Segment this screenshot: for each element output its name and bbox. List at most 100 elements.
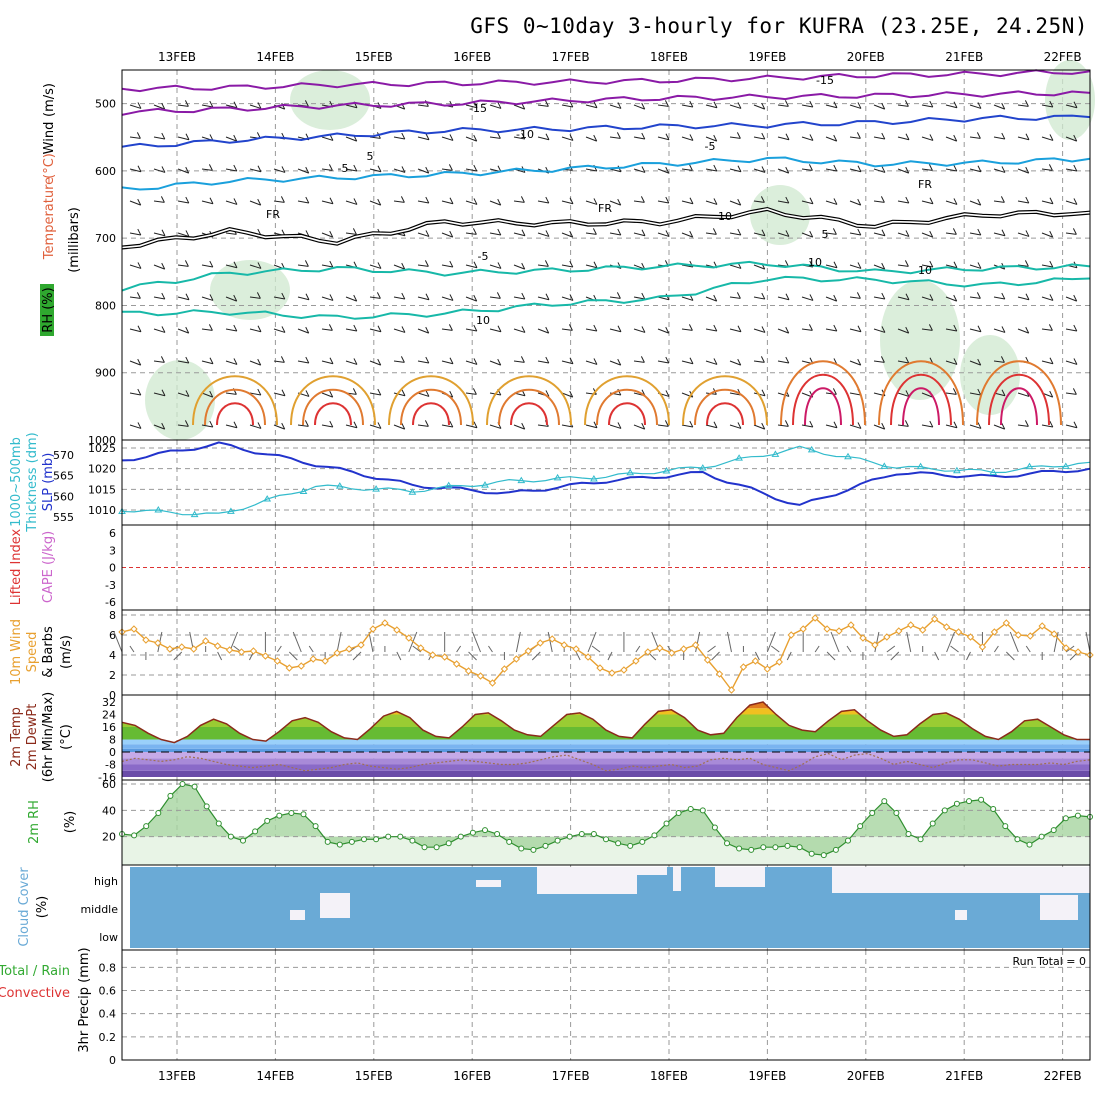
- wind-barb-flag: [161, 102, 166, 110]
- temp-band: [122, 758, 1090, 765]
- wind-barb: [609, 296, 621, 299]
- wind-barb-flag: [665, 356, 670, 364]
- wind-barb-flag: [424, 260, 429, 267]
- wind-barb: [1041, 264, 1053, 268]
- wind-barb: [177, 264, 189, 267]
- thickness-axis-label: 1000~500mb: [9, 437, 24, 527]
- wind-barb-flag: [401, 422, 406, 430]
- wind-barb-flag: [233, 261, 238, 268]
- rh-marker: [385, 833, 392, 840]
- temp-unit-label: (°C): [59, 724, 74, 750]
- wind-barb-flag: [280, 356, 285, 363]
- wind-barb-flag: [353, 164, 358, 172]
- wind-barb: [633, 104, 645, 110]
- wind-barb-flag: [785, 196, 790, 204]
- wind-barb: [345, 200, 358, 205]
- wind-barb: [441, 264, 453, 268]
- slp-tick-label: 1020: [88, 463, 116, 476]
- rh-marker: [905, 831, 912, 838]
- wind-barb-flag: [713, 421, 718, 428]
- wind-barb: [873, 232, 886, 237]
- wind-barb-flag: [1049, 357, 1054, 364]
- wind-barb-flag: [185, 166, 190, 174]
- wind-speed-marker: [727, 686, 736, 694]
- wind-barb-flag: [473, 164, 478, 172]
- wind-barb-flag: [857, 325, 862, 332]
- thickness-marker: [335, 482, 344, 489]
- wind-barb-flag: [689, 420, 694, 428]
- wind-barb: [777, 360, 789, 364]
- rh-marker: [457, 833, 464, 840]
- wind-barb: [465, 104, 478, 109]
- date-label-bottom: 18FEB: [650, 1069, 688, 1083]
- slp-axis-label: SLP (mb): [41, 453, 56, 512]
- wind-barb: [177, 392, 190, 397]
- wind-barb-flag: [737, 358, 742, 366]
- wind-barb: [849, 136, 861, 139]
- precip-tick-label: 0.4: [99, 1008, 117, 1021]
- warm-contour: [878, 360, 964, 426]
- wind-speed-marker: [859, 634, 867, 642]
- thickness-marker: [1061, 462, 1070, 469]
- wind-barb-flag: [833, 421, 838, 428]
- wind-barb: [201, 296, 214, 301]
- rh-marker: [1014, 836, 1021, 843]
- wind-barb: [609, 232, 621, 236]
- wind-barb: [585, 264, 598, 269]
- warm-contour: [792, 373, 854, 426]
- wind-barb: [273, 200, 285, 203]
- wind-barb: [969, 136, 981, 139]
- surface-wind-barb: [531, 651, 541, 661]
- wind-barb: [489, 328, 502, 333]
- wind-speed-marker: [1050, 630, 1058, 638]
- wind-barb-flag: [449, 390, 454, 398]
- rh-marker: [167, 792, 174, 799]
- precip-total-label: Total / Rain: [0, 964, 70, 979]
- rh-tick-label: 20: [102, 831, 116, 844]
- wind-barb-flag: [1049, 230, 1054, 238]
- rh-marker: [276, 812, 283, 819]
- wind-barb-flag: [569, 294, 574, 301]
- surface-wind-barb: [515, 631, 521, 653]
- wind-barb-flag: [856, 132, 861, 139]
- thickness-marker: [481, 481, 489, 488]
- wind-barb: [417, 360, 429, 364]
- wind-barb: [321, 424, 333, 428]
- wind-speed-marker: [237, 648, 246, 656]
- rh-marker: [808, 850, 815, 857]
- wind-barb-flag: [425, 390, 430, 397]
- wind-barb: [969, 168, 982, 173]
- wind-speed-marker: [166, 645, 174, 653]
- wind-barb-flag: [953, 164, 958, 172]
- wind-speed-marker: [213, 642, 222, 650]
- wind-speed-marker: [644, 648, 652, 656]
- wind-barb-flag: [545, 196, 550, 204]
- wind-barb: [705, 296, 717, 302]
- wind-barb-flag: [881, 422, 886, 430]
- wind-barb-flag: [257, 262, 262, 269]
- wind-barb: [249, 424, 262, 429]
- wind-barb: [945, 264, 958, 269]
- wind-barb: [1017, 392, 1030, 397]
- wind-barb: [297, 328, 309, 334]
- pressure-tick-label: 500: [95, 98, 116, 111]
- date-label-top: 19FEB: [748, 50, 786, 64]
- wind-barb: [441, 360, 454, 365]
- temp-tick-label: -16: [98, 771, 116, 784]
- wind-barb-flag: [569, 134, 574, 141]
- thickness-marker: [553, 473, 562, 481]
- warm-contour: [400, 388, 462, 426]
- wind-barb-flag: [1000, 356, 1005, 363]
- surface-wind-barb: [288, 651, 298, 661]
- wind-barb: [1017, 168, 1029, 174]
- wind-barb: [657, 360, 669, 364]
- wind-barb-flag: [521, 292, 526, 300]
- surface-wind-barb: [173, 651, 183, 661]
- wind-barb: [369, 392, 381, 396]
- wind-barb-flag: [352, 228, 357, 235]
- wind-barb-flag: [569, 260, 574, 268]
- wind-barb-flag: [449, 134, 454, 141]
- wind-barb: [561, 104, 573, 108]
- wind-barb: [1017, 264, 1029, 267]
